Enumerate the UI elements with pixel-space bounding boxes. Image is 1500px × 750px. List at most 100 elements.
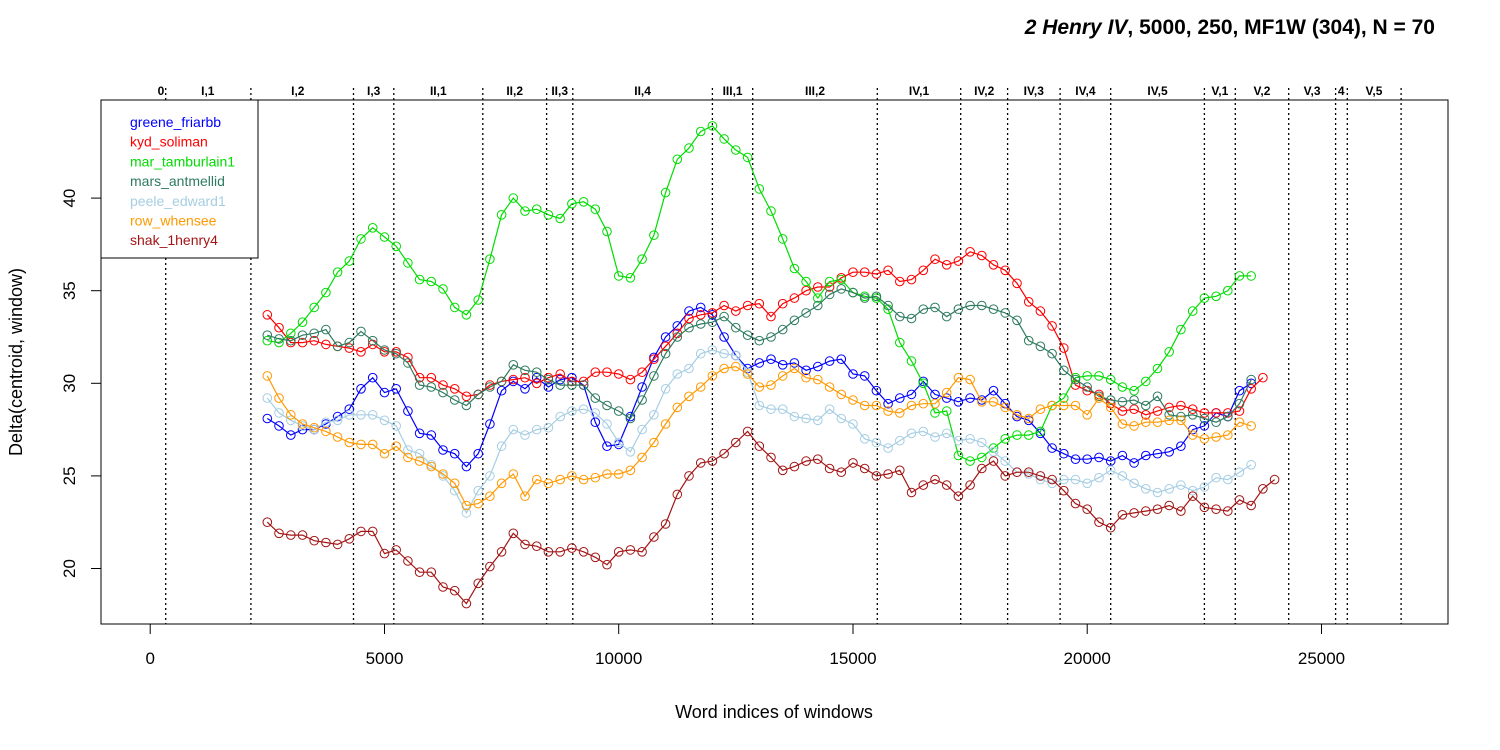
data-point [496, 441, 507, 452]
data-point [1211, 417, 1221, 428]
data-point [1059, 365, 1069, 376]
data-point [1047, 443, 1057, 453]
legend-entry: kyd_soliman [130, 134, 208, 150]
data-point [449, 395, 460, 405]
data-point [262, 517, 273, 528]
data-point [321, 537, 331, 548]
data-point [344, 410, 355, 420]
data-point [965, 247, 975, 257]
data-point [895, 337, 905, 348]
data-point [754, 358, 765, 368]
data-point [684, 306, 694, 316]
data-point [332, 539, 343, 550]
scene-label: I,3 [367, 84, 381, 98]
data-point [918, 378, 929, 389]
data-point [543, 478, 554, 489]
data-point [262, 413, 273, 424]
data-point [965, 480, 975, 490]
data-point [414, 428, 425, 439]
data-point [1211, 291, 1221, 302]
data-point [988, 447, 999, 457]
data-point [824, 404, 835, 415]
y-tick-label: 25 [60, 466, 79, 485]
data-point [379, 548, 390, 559]
data-point [719, 300, 729, 311]
data-point [414, 567, 425, 578]
data-point [321, 339, 331, 350]
series-shak-1henry4 [262, 426, 1280, 609]
data-point [649, 230, 659, 240]
data-point [625, 465, 636, 476]
data-point [930, 302, 940, 313]
y-tick-label: 20 [60, 559, 79, 578]
data-point [1059, 400, 1069, 411]
data-point [1152, 448, 1163, 459]
data-point [1176, 506, 1186, 516]
scene-label: V,5 [1366, 84, 1383, 98]
data-point [848, 267, 858, 278]
y-axis-label: Delta(centroid, window) [6, 268, 26, 456]
data-point [543, 382, 554, 392]
data-point [438, 380, 448, 390]
data-point [1059, 343, 1069, 353]
data-point [684, 322, 694, 333]
x-tick-label: 5000 [366, 649, 404, 668]
data-point [941, 480, 952, 490]
data-point [742, 300, 753, 311]
data-point [707, 121, 718, 131]
data-point [824, 463, 835, 474]
data-point [1070, 454, 1081, 465]
data-point [602, 400, 612, 411]
data-point [391, 384, 402, 394]
data-point [953, 435, 964, 446]
data-point [859, 371, 870, 381]
data-point [883, 406, 893, 416]
data-point [461, 508, 472, 518]
data-point [977, 437, 987, 448]
scene-label: IV,3 [1024, 84, 1045, 98]
data-point [555, 380, 566, 390]
data-point [906, 389, 917, 400]
data-point [1035, 306, 1046, 316]
data-point [496, 385, 507, 396]
data-point [1187, 491, 1198, 502]
data-point [1000, 308, 1011, 318]
data-point [625, 413, 636, 424]
data-point [1234, 417, 1245, 428]
data-point [531, 372, 542, 383]
data-point [1094, 371, 1104, 381]
data-point [1129, 385, 1139, 396]
data-point [1176, 480, 1186, 490]
data-point [848, 287, 858, 298]
legend-entry: shak_1henry4 [130, 232, 218, 248]
data-point [1176, 415, 1186, 426]
data-point [1094, 452, 1104, 463]
data-point [461, 391, 472, 402]
data-point [356, 526, 366, 537]
data-point [1199, 408, 1210, 418]
data-point [403, 352, 413, 363]
data-point [297, 530, 308, 540]
data-point [1023, 297, 1034, 307]
data-point [801, 285, 811, 296]
data-point [1141, 450, 1151, 461]
series-peele-edward1 [262, 345, 1256, 518]
data-point [356, 326, 366, 337]
data-point [813, 415, 823, 426]
data-point [1059, 485, 1069, 496]
data-point [438, 445, 448, 455]
data-point [695, 348, 706, 359]
data-point [649, 437, 659, 448]
series-line [267, 125, 1252, 462]
data-point [906, 356, 917, 366]
data-point [836, 354, 847, 365]
data-point [543, 422, 554, 433]
data-point [859, 400, 870, 411]
data-point [297, 337, 308, 348]
data-point [754, 184, 765, 194]
data-point [485, 471, 495, 481]
data-point [1234, 271, 1245, 281]
data-point [391, 348, 402, 359]
data-point [1012, 430, 1022, 440]
